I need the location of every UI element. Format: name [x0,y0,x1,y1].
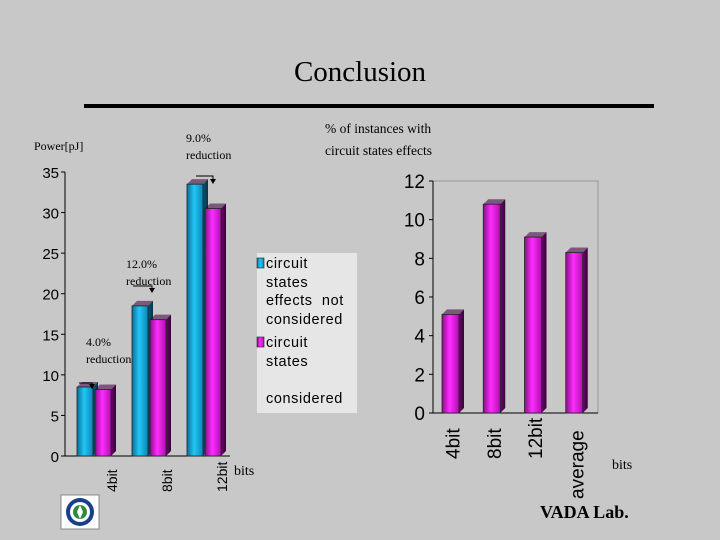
bar-4bit-considered [94,389,112,457]
bar-8bit-not-considered-top [132,300,153,306]
annotation-8bit-pct: 12.0% [126,257,157,271]
left-chart: 0 5 10 15 20 25 30 35 4bit 8bit 12bit [42,165,265,492]
bar-8bit-considered-side [166,314,171,456]
bar-4bit-considered-top [95,384,116,390]
left-y-tick-label: 5 [51,408,59,425]
bar-12bit-not-considered-top [187,179,208,185]
right-chart-title-line: % of instances with [325,121,432,136]
bar-12bit-considered-side [221,203,226,456]
annotation-arrowhead [89,384,95,389]
right-x-tick-label: 12bit [526,417,547,459]
bar-12bit-considered-top [205,203,226,209]
bar-8bit-considered [149,319,167,457]
bar-4bit-considered-side [111,384,116,456]
left-y-tick-label: 35 [42,165,59,182]
annotation-arrowhead [149,288,155,293]
title-rule [84,104,654,108]
right-x-tick-label: 8bit [485,428,506,459]
bar-8bit-considered-top [150,314,171,320]
legend-swatch-considered [256,336,265,348]
left-y-tick-label: 10 [42,368,59,385]
left-chart-xlabel: bits [234,464,255,479]
university-seal-icon [60,494,100,530]
annotation-12bit-pct: 9.0% [186,131,211,145]
left-y-tick-label: 0 [51,449,59,466]
right-y-tick-label: 6 [414,288,425,309]
bar-4bit-instances-side [459,309,464,413]
annotation-4bit-pct: 4.0% [86,335,111,349]
bar-4bit-instances-top [442,309,464,315]
footer-lab-name: VADA Lab. [540,502,629,522]
annotation-arrow [133,285,153,292]
right-y-tick-label: 10 [404,211,425,232]
bar-8bit-not-considered [131,305,149,457]
annotation-8bit-text: reduction [126,274,172,289]
right-x-tick-label: 4bit [444,428,465,459]
bar-12bit-instances-side [541,232,547,413]
annotation-4bit: 4.0% reduction [86,334,131,369]
legend-swatch-not-considered [256,257,265,269]
left-x-tick-label: 12bit [214,462,230,492]
bar-average-instances-top [565,247,588,253]
legend-considered-label: circuit states considered [266,334,343,408]
left-y-tick-label: 15 [42,327,59,344]
right-x-tick-label: average [567,430,588,499]
bar-12bit-not-considered [186,183,204,457]
legend-line: states [266,274,309,291]
left-y-tick-label: 20 [42,287,59,304]
right-chart-xlabel: bits [612,458,633,473]
bar-average-instances-side [582,247,588,413]
left-y-tick-label: 25 [42,246,59,263]
right-y-tick-label: 0 [414,404,425,425]
bar-12bit-instances-top [524,232,547,238]
bar-8bit-instances-side [500,199,506,413]
legend-line: circuit [266,335,309,351]
left-chart-ylabel: Power[pJ] [34,139,84,153]
annotation-8bit: 12.0% reduction [126,256,171,291]
bar-4bit-instances [441,313,460,414]
bar-8bit-instances-top [483,199,506,205]
chart-legend [257,253,357,413]
annotation-4bit-text: reduction [86,352,132,367]
left-x-tick-label: 4bit [104,469,120,492]
bar-12bit-instances [524,236,542,414]
annotation-12bit-text: reduction [186,148,232,163]
legend-line: circuit [266,256,309,272]
slide-title: Conclusion [293,56,427,88]
bar-12bit-considered [204,208,222,457]
legend-not-considered-label: circuit states effects not considered [266,255,344,329]
legend-line: considered [266,390,343,407]
legend-line: considered [266,311,343,328]
bar-4bit-not-considered [76,386,94,457]
bar-8bit-instances [482,203,501,414]
legend-line: effects not [266,293,344,309]
annotation-arrowhead [210,179,216,184]
right-chart-title: % of instances with circuit states effec… [325,118,432,161]
right-y-tick-label: 4 [414,327,425,348]
annotation-12bit: 9.0% reduction [186,130,231,165]
bar-average-instances [565,252,584,414]
left-x-tick-label: 8bit [159,469,175,492]
legend-line: states [266,353,309,370]
left-y-tick-label: 30 [42,206,59,223]
right-chart: 0 2 4 6 8 10 12 4bit 8bit 12bit average [404,172,599,499]
right-y-tick-label: 8 [414,249,425,270]
right-y-tick-label: 2 [414,365,425,386]
right-chart-title-line: circuit states effects [325,142,432,158]
right-y-tick-label: 12 [404,172,425,193]
